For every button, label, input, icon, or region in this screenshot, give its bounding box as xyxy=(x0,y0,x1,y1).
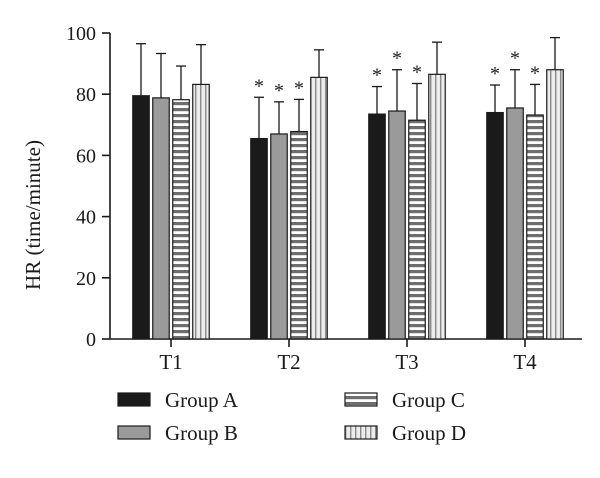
axes: 0 20 40 60 80 100 T1 T2 T3 T4 xyxy=(66,23,582,374)
significance-marker: * xyxy=(412,61,422,83)
bar xyxy=(132,95,150,340)
x-tick-label: T4 xyxy=(513,350,537,374)
bar xyxy=(192,83,210,340)
bar xyxy=(428,73,446,340)
bar xyxy=(526,114,544,340)
significance-marker: * xyxy=(254,75,264,97)
x-tick-label: T3 xyxy=(395,350,418,374)
legend-label: Group C xyxy=(392,388,465,412)
significance-marker: * xyxy=(372,65,382,87)
bar xyxy=(486,111,504,340)
y-tick-label: 60 xyxy=(76,145,96,167)
legend-label: Group A xyxy=(165,388,239,412)
x-tick-label: T1 xyxy=(159,350,182,374)
legend-label: Group B xyxy=(165,421,238,445)
legend-swatch xyxy=(117,392,151,407)
legend-label: Group D xyxy=(392,421,466,445)
legend-swatch xyxy=(344,425,378,440)
y-tick-label: 80 xyxy=(76,84,96,106)
significance-marker: * xyxy=(530,62,540,84)
y-tick-label: 20 xyxy=(76,268,96,290)
bar xyxy=(310,76,328,340)
bar xyxy=(506,107,524,340)
significance-marker: * xyxy=(274,80,284,102)
legend-swatch xyxy=(117,425,151,440)
bar xyxy=(388,110,406,340)
bar xyxy=(270,133,288,340)
legend: Group A Group B Group C Group D xyxy=(117,388,466,445)
y-axis-title: HR (time/minute) xyxy=(21,140,45,290)
y-tick-label: 0 xyxy=(86,329,96,351)
x-tick-label: T2 xyxy=(277,350,300,374)
legend-swatch xyxy=(344,392,378,407)
bar xyxy=(546,69,564,340)
y-tick-label: 40 xyxy=(76,207,96,229)
bar xyxy=(250,137,268,340)
bar xyxy=(290,130,308,340)
bar xyxy=(172,99,190,340)
significance-marker: * xyxy=(490,63,500,85)
bar xyxy=(368,113,386,340)
significance-marker: * xyxy=(510,48,520,70)
bar xyxy=(408,119,426,340)
significance-marker: * xyxy=(294,77,304,99)
bar xyxy=(152,97,170,340)
significance-marker: * xyxy=(392,48,402,70)
bars-group: * * * * * * * * * xyxy=(132,36,564,340)
y-tick-label: 100 xyxy=(66,23,96,45)
